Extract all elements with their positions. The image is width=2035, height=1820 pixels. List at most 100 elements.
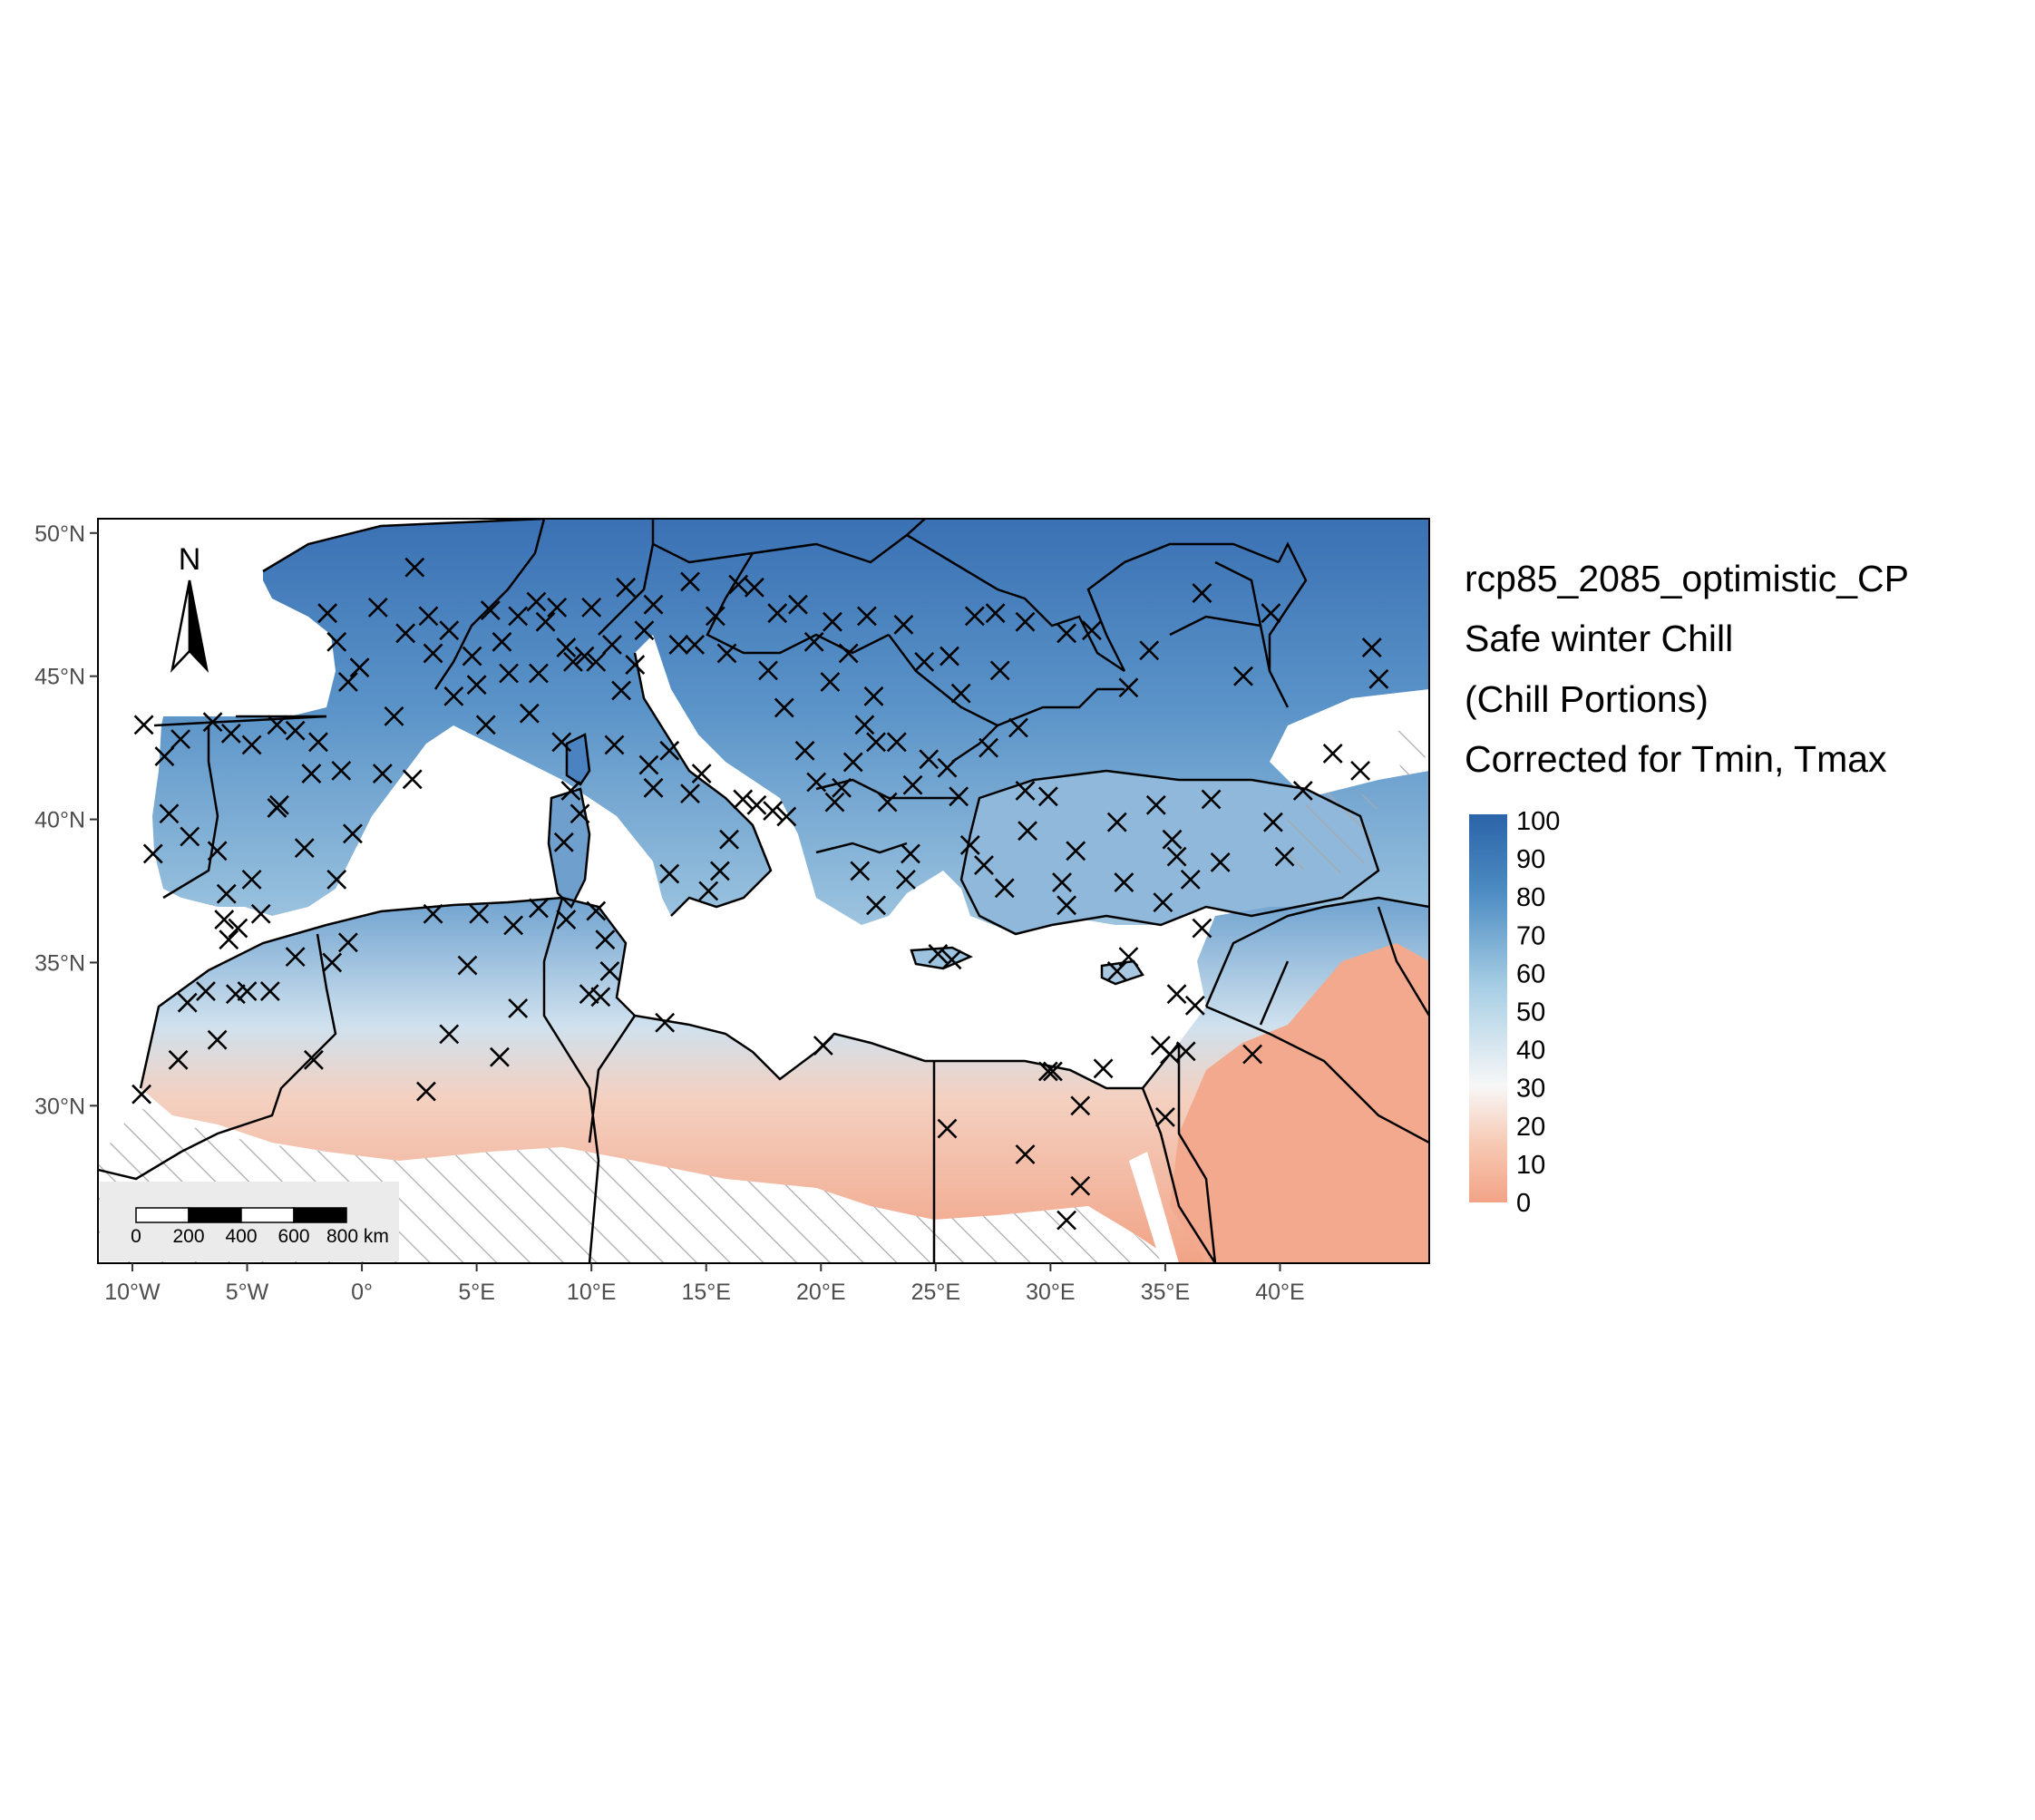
x-tick-label: 0° (351, 1280, 373, 1305)
scale-bar: 0 200 400 600 800 km (100, 1182, 399, 1261)
station-x-marker (492, 631, 512, 652)
station-x-marker (823, 611, 842, 632)
station-x-marker (228, 918, 248, 939)
north-africa-landmass (141, 898, 1429, 1263)
station-x-marker (705, 606, 725, 627)
station-x-marker (1082, 620, 1102, 641)
station-x-marker (1070, 1095, 1091, 1116)
legend-label: 60 (1516, 959, 1545, 988)
station-x-marker (418, 606, 439, 627)
station-x-marker (758, 660, 778, 681)
x-tick-label: 10°W (104, 1280, 161, 1305)
station-x-marker (180, 826, 200, 847)
station-x-marker (469, 903, 490, 924)
station-x-marker (659, 863, 680, 884)
station-x-marker (586, 900, 607, 921)
station-x-marker (219, 929, 239, 950)
station-x-marker (1056, 623, 1077, 644)
station-x-marker (1166, 984, 1187, 1005)
station-x-marker (820, 672, 841, 692)
scale-label-400: 400 (225, 1226, 257, 1247)
station-x-marker (643, 777, 664, 798)
scale-label-200: 200 (172, 1226, 204, 1247)
station-x-marker (294, 838, 315, 859)
station-x-marker (337, 672, 358, 692)
legend-title-line-2: Safe winter Chill (1465, 618, 1733, 659)
station-x-marker (838, 643, 859, 664)
x-tick-label: 20°E (796, 1280, 845, 1305)
station-x-marker (556, 910, 577, 929)
station-x-marker (928, 944, 949, 964)
station-x-marker (733, 789, 754, 810)
country-borders (98, 519, 1429, 1263)
station-x-marker (303, 1049, 324, 1070)
anatolia-landmass (961, 771, 1378, 934)
station-x-marker (616, 577, 637, 598)
station-x-marker (1145, 794, 1166, 815)
x-tick-label: 30°E (1026, 1280, 1075, 1305)
station-x-marker (604, 735, 625, 755)
station-x-marker (1150, 1036, 1171, 1056)
station-x-marker (1070, 1175, 1091, 1196)
station-x-marker (763, 801, 784, 822)
station-x-marker (259, 981, 280, 1001)
legend: rcp85_2085_optimistic_CP Safe winter Chi… (1465, 558, 1909, 1218)
station-x-marker (1052, 872, 1072, 892)
station-x-marker (462, 646, 482, 667)
station-x-marker (285, 720, 306, 741)
x-tick-label: 5°E (458, 1280, 495, 1305)
station-x-marker (337, 932, 358, 953)
station-x-marker (1153, 892, 1173, 913)
scale-label-0: 0 (131, 1226, 141, 1247)
station-x-marker (480, 600, 501, 620)
station-x-marker (1233, 666, 1253, 686)
station-x-marker (744, 577, 764, 598)
legend-label: 20 (1516, 1113, 1545, 1142)
station-x-marker (503, 915, 524, 936)
station-x-marker (1242, 1044, 1263, 1065)
station-x-marker (866, 895, 886, 916)
station-x-marker (267, 715, 287, 735)
station-x-marker (1042, 1061, 1063, 1082)
station-x-marker (709, 861, 730, 881)
station-x-marker (959, 835, 980, 855)
station-x-marker (728, 574, 749, 595)
station-x-marker (1184, 995, 1205, 1016)
legend-title-line-4: Corrected for Tmin, Tmax (1465, 738, 1887, 780)
station-x-marker (611, 680, 631, 701)
station-x-marker (937, 1118, 958, 1139)
legend-label: 10 (1516, 1151, 1545, 1180)
station-x-marker (1210, 852, 1231, 872)
station-x-marker (1118, 947, 1139, 968)
station-x-marker (590, 987, 611, 1007)
station-x-marker (443, 686, 464, 706)
station-x-marker (220, 723, 241, 744)
station-x-marker (989, 660, 1010, 681)
station-x-marker (595, 929, 616, 950)
x-tick-label: 5°W (226, 1280, 269, 1305)
station-x-marker (896, 869, 916, 890)
station-x-marker (395, 623, 416, 644)
no-data-hatch-syria (1288, 789, 1378, 880)
station-x-marker (788, 594, 808, 615)
station-x-marker (767, 603, 788, 624)
station-x-marker (133, 715, 154, 735)
station-x-marker (866, 732, 886, 753)
x-tick-label: 10°E (567, 1280, 616, 1305)
x-tick-label: 15°E (681, 1280, 730, 1305)
station-x-marker (634, 620, 655, 641)
station-x-marker (1201, 789, 1222, 810)
station-x-marker (877, 792, 898, 813)
legend-label: 90 (1516, 845, 1545, 874)
station-x-marker (1118, 677, 1139, 698)
station-x-marker (170, 729, 191, 750)
station-x-marker (1056, 895, 1077, 916)
station-x-marker (586, 651, 607, 672)
station-x-marker (1192, 583, 1212, 604)
station-x-marker (570, 803, 590, 824)
y-tick-label: 50°N (34, 521, 85, 547)
y-tick-label: 45°N (34, 665, 85, 690)
station-x-marker (547, 597, 568, 618)
station-x-marker (625, 655, 646, 675)
station-x-marker (1056, 1210, 1077, 1231)
